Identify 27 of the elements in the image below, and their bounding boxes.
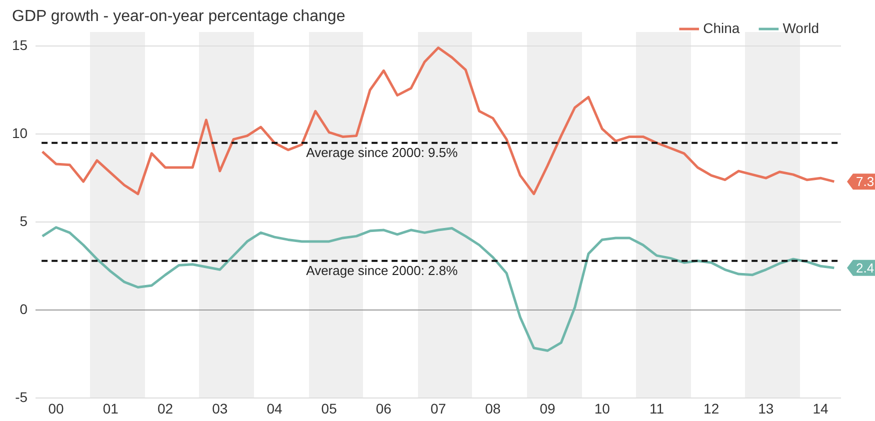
y-tick-label: -5 (15, 389, 28, 406)
legend-label: China (703, 20, 740, 36)
data-label: 2.4 (856, 260, 874, 276)
x-tick-label: 14 (812, 400, 829, 416)
x-tick-label: 08 (485, 400, 501, 416)
x-tick-label: 01 (102, 400, 119, 416)
x-tick-label: 04 (266, 400, 282, 416)
ref-line-label: Average since 2000: 9.5% (306, 144, 458, 160)
data-label: 7.3 (856, 174, 874, 190)
ref-line-label: Average since 2000: 2.8% (306, 262, 458, 278)
x-tick-label: 06 (376, 400, 392, 416)
y-tick-label: 10 (12, 124, 28, 141)
x-tick-label: 11 (649, 400, 664, 416)
x-tick-label: 03 (212, 400, 228, 416)
y-tick-label: 0 (20, 301, 28, 318)
x-tick-label: 07 (430, 400, 446, 416)
y-tick-label: 15 (12, 36, 28, 53)
x-tick-label: 05 (321, 400, 338, 416)
chart-title: GDP growth - year-on-year percentage change (12, 8, 346, 26)
x-tick-label: 00 (48, 400, 64, 416)
legend-label: World (782, 20, 820, 36)
x-tick-label: 13 (758, 400, 774, 416)
x-tick-label: 02 (157, 400, 174, 416)
y-tick-label: 5 (20, 212, 28, 229)
x-tick-label: 09 (540, 400, 556, 416)
x-tick-label: 12 (704, 400, 720, 416)
x-tick-label: 10 (594, 400, 610, 416)
